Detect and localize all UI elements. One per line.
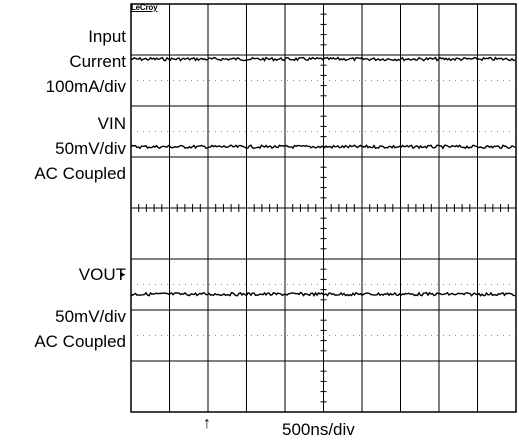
ch3-label-line1: VOUT (78, 265, 126, 284)
brand-logo: LeCroy (131, 3, 158, 12)
ch1-label-line1: Input (88, 27, 126, 46)
ch2-label-line1: VIN (97, 114, 126, 133)
ch3-scale-label: 50mV/div (55, 307, 126, 326)
trace-input-current (130, 56, 516, 62)
scope-traces (130, 56, 516, 298)
ch2-scale-label: 50mV/div (55, 139, 126, 158)
trace-vin (130, 144, 516, 150)
ch2-coupling-label: AC Coupled (34, 164, 126, 183)
trigger-arrow-icon: ↑ (203, 415, 211, 432)
ch1-scale-label: 100mA/div (45, 77, 126, 96)
ground-marker-icon: ▸ (121, 269, 126, 279)
trace-vout (130, 291, 516, 298)
scope-grid (130, 3, 517, 413)
timebase-label: 500ns/div (282, 420, 355, 439)
ch1-label-line2: Current (69, 52, 126, 71)
ch3-coupling-label: AC Coupled (34, 332, 126, 351)
